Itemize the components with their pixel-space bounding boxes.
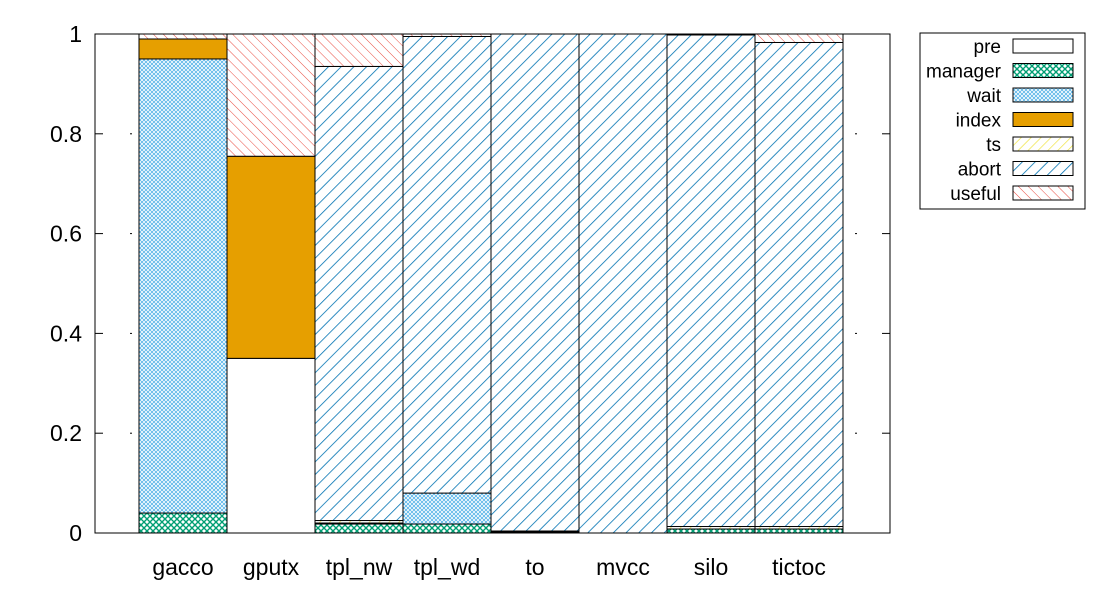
bar-stack-tpl_wd xyxy=(402,33,492,534)
x-tick-label: tictoc xyxy=(772,554,826,580)
bar-segment-silo-manager xyxy=(666,528,756,534)
bar-segment-mvcc-abort xyxy=(578,33,668,534)
bar-segment-gacco-wait xyxy=(138,58,228,514)
y-tick-label: 1 xyxy=(69,21,82,47)
bar-segment-tpl_wd-manager xyxy=(402,523,492,534)
x-tick-label: silo xyxy=(694,554,729,580)
bar-segment-tictoc-useful xyxy=(754,33,844,43)
bar-segment-tpl_wd-wait xyxy=(402,492,492,525)
bar-segment-gacco-manager xyxy=(138,512,228,534)
y-tick-label: 0 xyxy=(69,520,82,546)
bar-segment-gacco-index xyxy=(138,38,228,60)
bar-segment-tictoc-abort xyxy=(754,41,844,528)
x-tick-label: gacco xyxy=(152,554,213,580)
bar-stack-tpl_nw xyxy=(314,33,404,534)
bar-segment-gputx-index xyxy=(226,155,316,359)
x-tick-label: mvcc xyxy=(596,554,650,580)
bar-stack-silo xyxy=(666,33,756,534)
bar-segment-silo-abort xyxy=(666,34,756,528)
bar-segment-tpl_nw-abort xyxy=(314,65,404,522)
legend-swatch-pre xyxy=(1012,38,1074,54)
x-tick-label: to xyxy=(525,554,544,580)
bar-segment-gputx-pre xyxy=(226,357,316,534)
bar-stack-gacco xyxy=(138,33,228,534)
bar-stack-mvcc xyxy=(578,33,668,534)
bar-segment-tpl_nw-manager xyxy=(314,523,404,534)
legend-swatch-ts xyxy=(1012,136,1074,152)
x-tick-label: tpl_nw xyxy=(326,554,393,580)
legend-label-useful: useful xyxy=(950,184,1001,205)
legend-label-ts: ts xyxy=(986,135,1001,156)
y-tick-label: 0.8 xyxy=(50,121,82,147)
x-tick-label: gputx xyxy=(243,554,300,580)
bar-segment-tictoc-manager xyxy=(754,528,844,534)
bar-segment-tpl_nw-useful xyxy=(314,33,404,67)
bar-segment-to-abort xyxy=(490,33,580,532)
bar-stack-gputx xyxy=(226,33,316,534)
legend-label-index: index xyxy=(956,111,1002,132)
x-tick-label: tpl_wd xyxy=(414,554,480,580)
y-tick-label: 0.4 xyxy=(50,320,82,346)
legend-swatch-manager xyxy=(1012,63,1074,78)
y-tick-label: 0.6 xyxy=(50,221,82,247)
legend-label-manager: manager xyxy=(926,62,1002,83)
legend-swatch-useful xyxy=(1012,185,1074,201)
legend-label-wait: wait xyxy=(966,86,1002,107)
legend-label-pre: pre xyxy=(974,37,1001,58)
bar-stack-to xyxy=(490,33,580,534)
y-tick-label: 0.2 xyxy=(50,420,82,446)
legend-swatch-index xyxy=(1012,112,1074,127)
legend-swatch-wait xyxy=(1012,87,1074,103)
bar-segment-gputx-useful xyxy=(226,33,316,157)
bar-segment-gacco-useful xyxy=(138,33,228,40)
bar-segment-tpl_wd-abort xyxy=(402,35,492,494)
legend-label-abort: abort xyxy=(958,160,1002,181)
plot-frame xyxy=(94,33,891,534)
legend-swatch-abort xyxy=(1012,161,1074,176)
bar-stack-tictoc xyxy=(754,33,844,534)
